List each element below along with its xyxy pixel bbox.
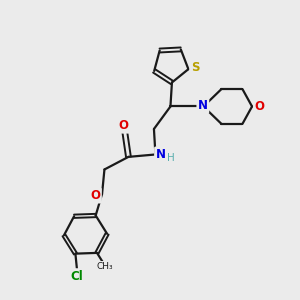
Text: N: N	[155, 148, 166, 161]
Text: O: O	[254, 100, 265, 113]
Text: O: O	[90, 189, 100, 202]
Text: O: O	[118, 119, 128, 132]
Text: H: H	[167, 153, 175, 163]
Text: Cl: Cl	[70, 270, 83, 283]
Text: S: S	[191, 61, 199, 74]
Text: N: N	[198, 99, 208, 112]
Text: CH₃: CH₃	[97, 262, 113, 271]
